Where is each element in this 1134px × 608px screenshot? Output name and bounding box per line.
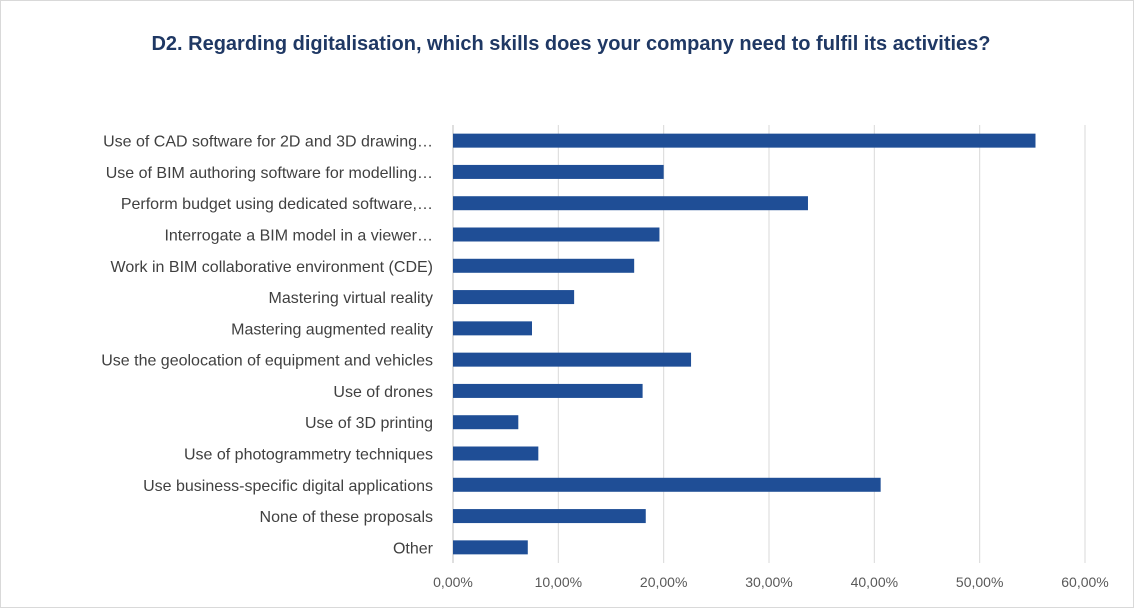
category-label: Use the geolocation of equipment and veh… — [101, 353, 433, 370]
category-label: Interrogate a BIM model in a viewer… — [164, 228, 433, 245]
category-label: Work in BIM collaborative environment (C… — [111, 259, 433, 276]
x-tick-label: 10,00% — [535, 574, 582, 590]
bar — [453, 258, 635, 273]
category-label: Use business-specific digital applicatio… — [143, 478, 433, 495]
x-tick-label: 40,00% — [851, 574, 898, 590]
chart-title: D2. Regarding digitalisation, which skil… — [151, 33, 991, 55]
bar — [453, 383, 643, 398]
category-label: Mastering virtual reality — [269, 290, 434, 307]
bar — [453, 540, 528, 555]
x-tick-label: 60,00% — [1061, 574, 1108, 590]
bar — [453, 227, 660, 242]
bar — [453, 196, 808, 211]
bar — [453, 477, 881, 492]
bar — [453, 509, 646, 524]
category-label: Use of 3D printing — [305, 415, 433, 432]
category-labels: Use of CAD software for 2D and 3D drawin… — [101, 134, 433, 558]
bars — [453, 133, 1036, 555]
x-tick-label: 0,00% — [433, 574, 473, 590]
x-tick-label: 20,00% — [640, 574, 687, 590]
category-label: Perform budget using dedicated software,… — [121, 196, 433, 213]
gridlines — [452, 125, 1086, 563]
bar — [453, 446, 539, 461]
category-label: Mastering augmented reality — [231, 321, 433, 338]
category-label: Other — [393, 540, 434, 557]
bar — [453, 133, 1036, 148]
bar — [453, 290, 575, 305]
bar — [453, 321, 532, 336]
category-label: Use of photogrammetry techniques — [184, 447, 433, 464]
bar — [453, 164, 664, 179]
category-label: Use of CAD software for 2D and 3D drawin… — [103, 134, 433, 151]
x-tick-label: 30,00% — [745, 574, 792, 590]
bar — [453, 352, 692, 367]
tick-labels: 0,00% 10,00% 20,00% 30,00% 40,00% 50,00% 60,00… — [433, 574, 1109, 590]
category-label: Use of drones — [333, 384, 433, 401]
category-label: Use of BIM authoring software for modell… — [106, 165, 433, 182]
category-label: None of these proposals — [260, 509, 433, 526]
x-tick-label: 50,00% — [956, 574, 1003, 590]
bar — [453, 415, 519, 430]
